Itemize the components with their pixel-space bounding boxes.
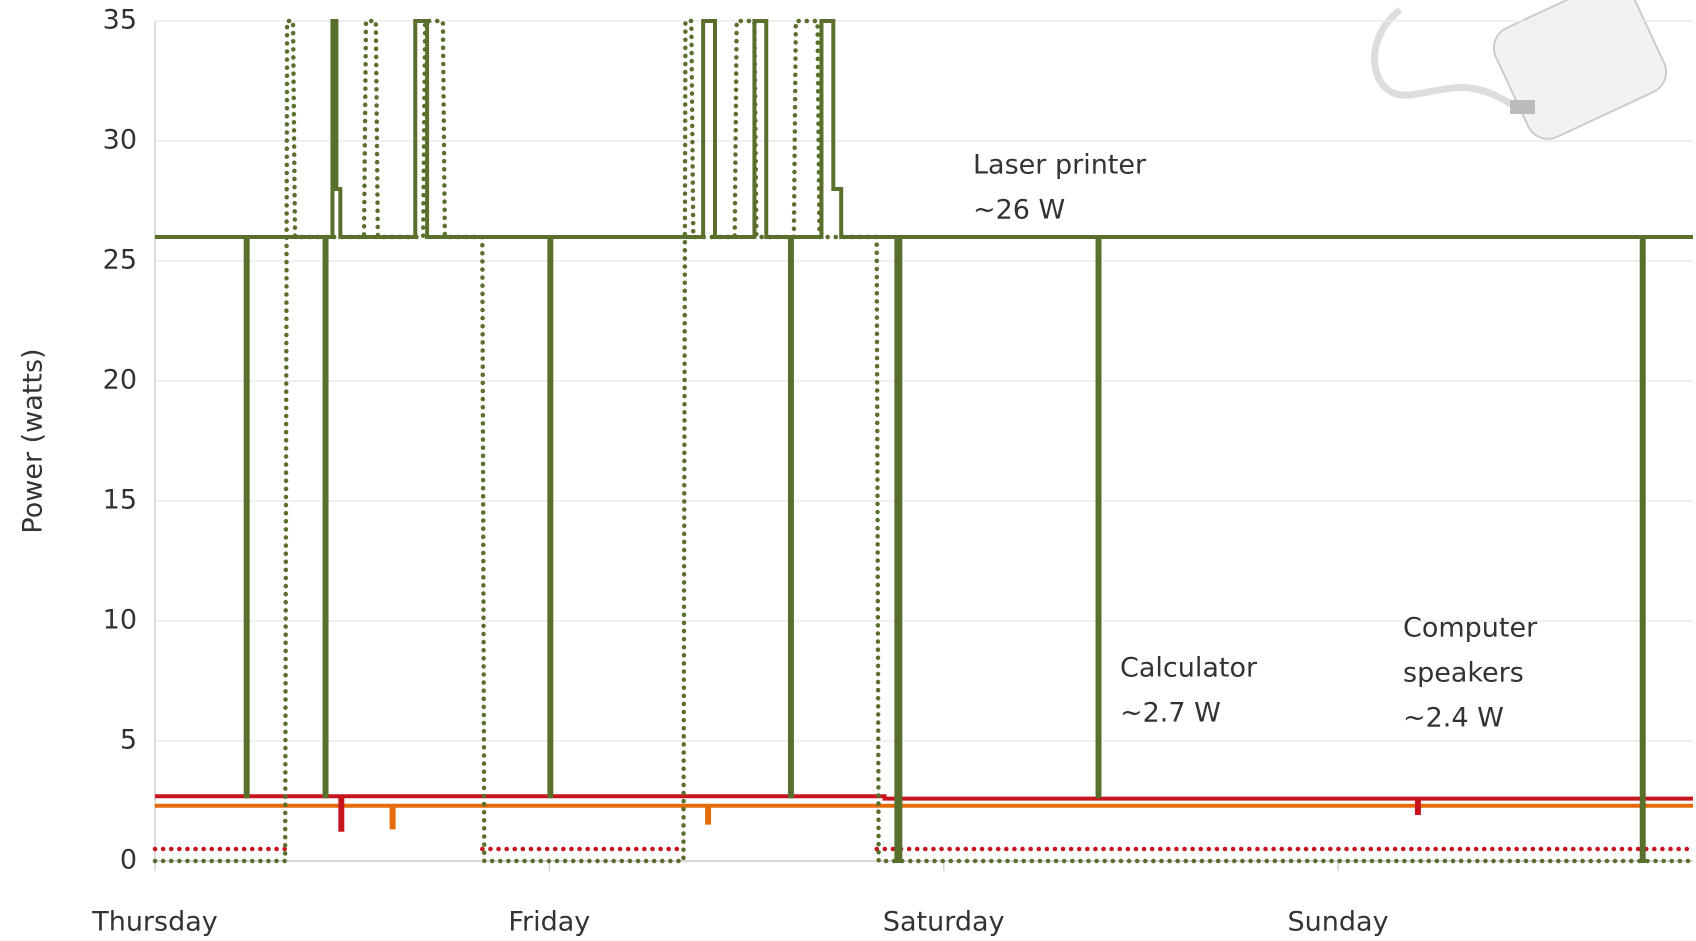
y-tick-label: 5 <box>120 725 137 756</box>
series-line <box>155 21 1693 861</box>
annotation: ~26 W <box>973 195 1065 226</box>
annotation: ~2.4 W <box>1403 703 1504 734</box>
y-tick-label: 35 <box>103 5 137 36</box>
annotation: ~2.7 W <box>1120 698 1221 729</box>
annotation: Computer <box>1403 613 1538 644</box>
y-tick-label: 30 <box>103 125 137 156</box>
plot-area <box>155 21 1693 861</box>
y-tick-label: 15 <box>103 485 137 516</box>
y-tick-label: 20 <box>103 365 137 396</box>
power-strip-image <box>1375 0 1674 146</box>
x-tick-label: Thursday <box>91 907 218 938</box>
annotation: Calculator <box>1120 653 1258 684</box>
x-tick-label: Saturday <box>883 907 1005 938</box>
annotation: Laser printer <box>973 150 1147 181</box>
y-tick-label: 10 <box>103 605 137 636</box>
y-axis-label: Power (watts) <box>18 348 49 533</box>
chart: Power (watts) 0 5 10 15 20 25 30 35 Thursday Frid… <box>0 0 1696 941</box>
series-line <box>155 21 1693 861</box>
x-tick-label: Sunday <box>1288 907 1389 938</box>
annotation: speakers <box>1403 658 1524 689</box>
y-tick-label: 0 <box>120 845 137 876</box>
series-line <box>155 796 1693 830</box>
y-tick-label: 25 <box>103 245 137 276</box>
series-line <box>155 806 1693 828</box>
x-tick-label: Friday <box>508 907 590 938</box>
